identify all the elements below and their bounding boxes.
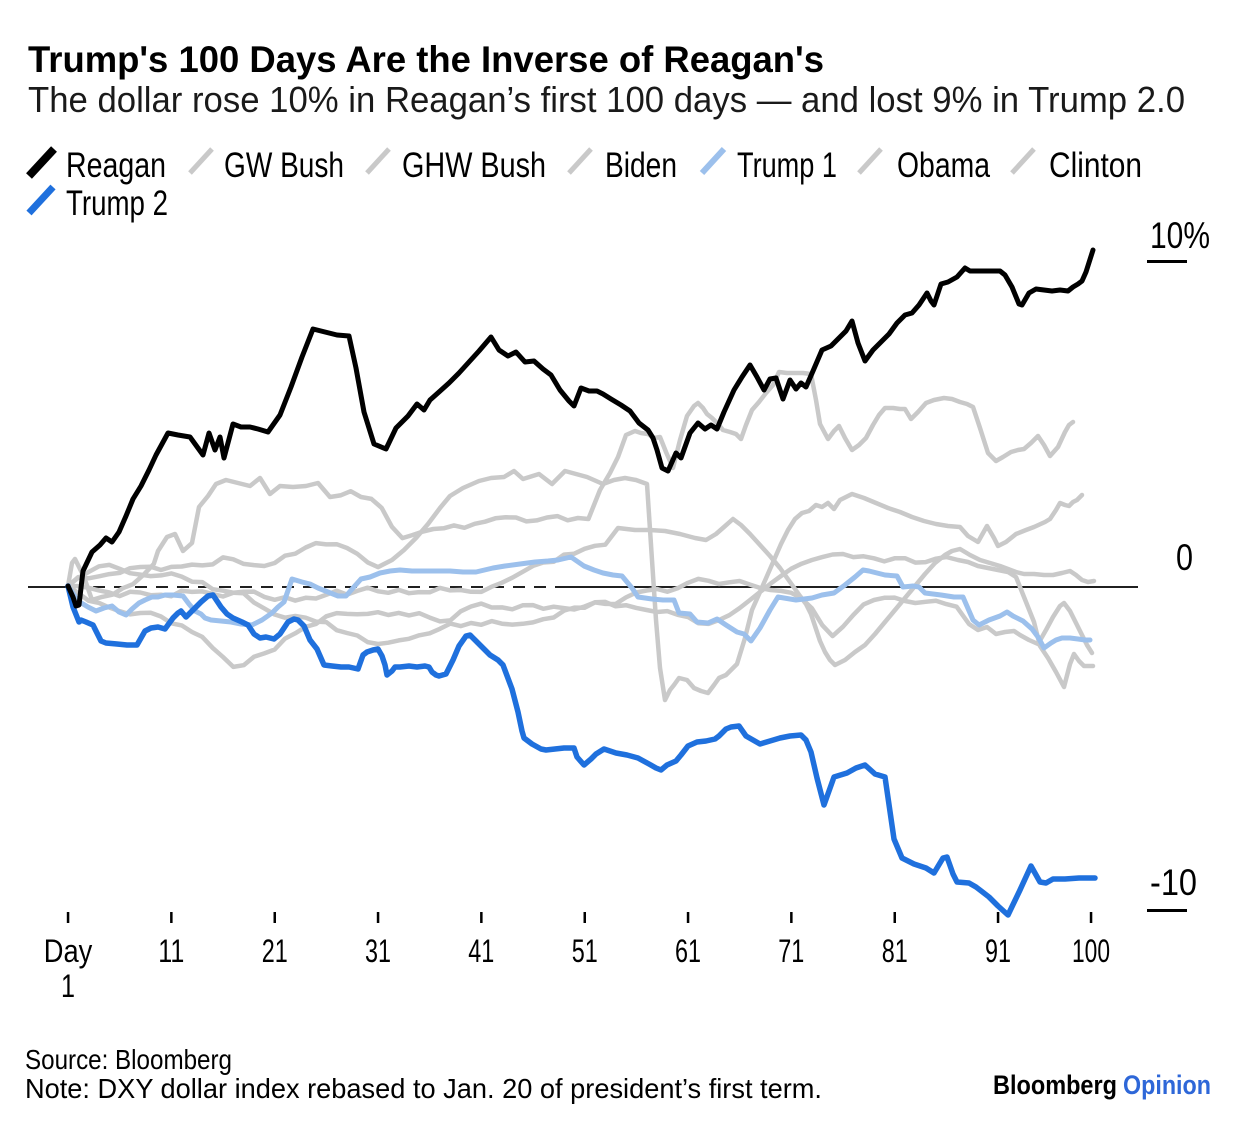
svg-text:-10: -10 xyxy=(1150,862,1197,903)
svg-text:91: 91 xyxy=(985,933,1011,969)
svg-text:Clinton: Clinton xyxy=(1049,146,1142,185)
svg-text:0: 0 xyxy=(1176,537,1193,578)
svg-text:10%: 10% xyxy=(1150,215,1210,256)
svg-text:81: 81 xyxy=(882,933,908,969)
svg-text:Trump 2: Trump 2 xyxy=(66,184,168,223)
svg-text:21: 21 xyxy=(262,933,288,969)
svg-text:31: 31 xyxy=(365,933,391,969)
svg-text:61: 61 xyxy=(675,933,701,969)
svg-text:Obama: Obama xyxy=(897,146,990,185)
svg-text:100: 100 xyxy=(1072,933,1110,969)
svg-text:Trump 1: Trump 1 xyxy=(737,146,837,185)
svg-text:51: 51 xyxy=(572,933,598,969)
svg-text:Source: Bloomberg: Source: Bloomberg xyxy=(25,1044,232,1075)
svg-text:71: 71 xyxy=(778,933,804,969)
svg-text:Reagan: Reagan xyxy=(66,146,166,185)
svg-text:11: 11 xyxy=(158,933,184,969)
svg-text:The dollar rose 10% in Reagan’: The dollar rose 10% in Reagan’s first 10… xyxy=(28,79,1185,120)
svg-text:Day: Day xyxy=(44,933,93,969)
svg-text:Biden: Biden xyxy=(605,146,677,185)
svg-text:GHW Bush: GHW Bush xyxy=(402,146,546,185)
svg-text:GW Bush: GW Bush xyxy=(224,146,344,185)
svg-text:Trump's 100 Days Are the Inver: Trump's 100 Days Are the Inverse of Reag… xyxy=(28,39,824,80)
svg-text:Note: DXY dollar index rebased: Note: DXY dollar index rebased to Jan. 2… xyxy=(25,1073,822,1104)
svg-text:1: 1 xyxy=(61,968,75,1004)
svg-text:41: 41 xyxy=(468,933,494,969)
svg-text:Bloomberg: Bloomberg xyxy=(993,1070,1117,1100)
svg-text:Opinion: Opinion xyxy=(1123,1070,1211,1100)
